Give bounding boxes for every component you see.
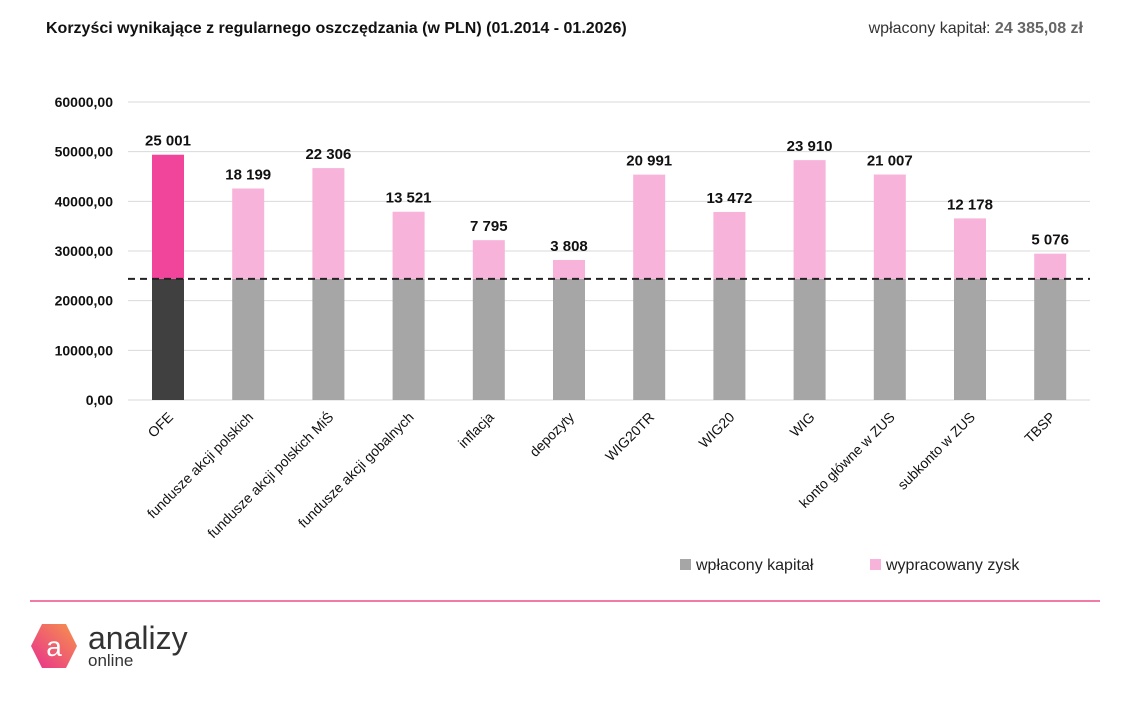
data-label: 18 199 [225,166,271,183]
bar-base [1034,278,1067,400]
bar-gain [472,240,505,279]
bar-base [232,278,265,400]
y-tick-label: 40000,00 [55,193,114,209]
data-label: 12 178 [947,196,993,213]
x-tick-label: OFE [144,409,176,441]
bar-base [312,278,345,400]
bar-gain [152,154,184,279]
data-label: 21 007 [867,153,913,170]
x-tick-label: subkonto w ZUS [894,409,978,493]
logo-letter: a [46,631,62,662]
data-label: 13 472 [706,190,752,207]
y-tick-label: 30000,00 [55,243,114,259]
bar-gain [713,211,746,279]
data-label: 20 991 [626,153,672,170]
bar-gain [553,259,585,279]
bar-gain [232,188,265,279]
x-tick-label: WIG [787,409,818,440]
x-tick-label: inflacja [455,409,497,451]
data-label: 5 076 [1031,232,1069,249]
chart-title: Korzyści wynikające z regularnego oszczę… [46,20,627,37]
bar-base [392,278,425,400]
analizy-logo-icon: a [31,623,77,668]
capital-label: wpłacony kapitał: [868,20,991,37]
bar-base [633,278,666,400]
data-label: 23 910 [787,138,833,155]
legend-swatch [680,559,691,570]
bar-gain [312,168,345,279]
logo: a analizy online [30,622,188,669]
x-tick-label: WIG20 [695,409,737,451]
brand-sub: online [88,651,134,670]
x-tick-label: depozyty [526,409,577,460]
bar-base [152,278,184,400]
legend-swatch [870,559,881,570]
bar-base [954,278,986,400]
capital-info: wpłacony kapitał: 24 385,08 zł [869,20,1083,38]
data-label: 22 306 [305,146,351,163]
x-tick-label: fundusze akcji polskich MiŚ [203,408,336,541]
y-tick-label: 0,00 [86,392,113,408]
legend-label: wpłacony kapitał [695,557,814,574]
y-tick-label: 20000,00 [55,293,114,309]
bar-base [793,278,826,400]
bar-gain [1034,253,1067,279]
data-label: 25 001 [145,133,191,150]
data-label: 3 808 [550,238,588,255]
bar-gain [873,174,906,279]
divider [30,600,1100,602]
bar-base [553,278,585,400]
capital-value: 24 385,08 zł [994,20,1083,37]
data-label: 13 521 [386,190,432,207]
bar-base [713,278,746,400]
bar-gain [954,218,986,279]
brand-name: analizy [88,620,188,656]
chart: 0,00 10000,00 20000,00 30000,00 40000,00 5000… [55,94,1090,574]
data-label: 7 795 [470,218,508,235]
bar-gain [793,160,826,279]
y-tick-label: 50000,00 [55,144,114,160]
y-tick-label: 60000,00 [55,94,114,110]
bar-base [873,278,906,400]
legend-label: wypracowany zysk [885,557,1020,574]
bar-gain [633,174,666,279]
y-tick-label: 10000,00 [55,342,114,358]
x-tick-label: TBSP [1021,409,1058,446]
bar-base [472,278,505,400]
bar-gain [392,211,425,279]
x-tick-label: WIG20TR [602,409,657,464]
